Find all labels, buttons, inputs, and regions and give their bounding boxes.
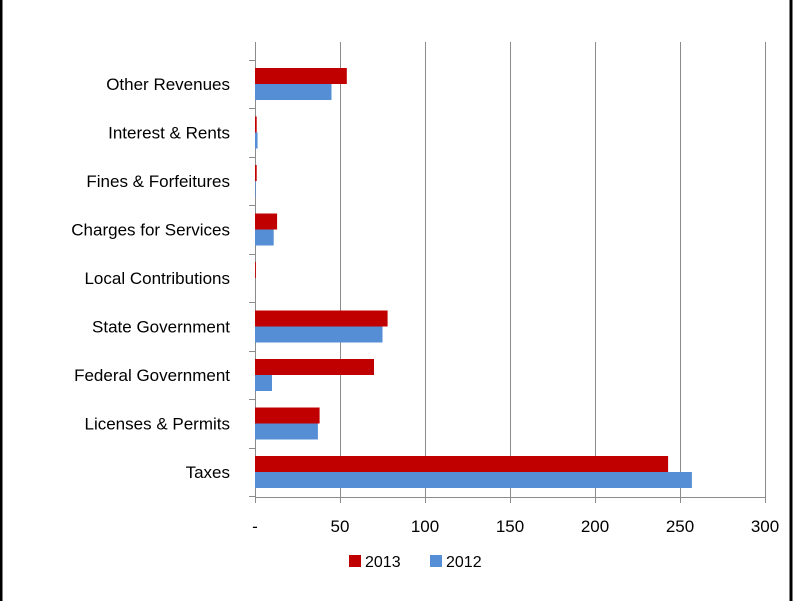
bar-2013-fines-forfeitures [255, 165, 257, 181]
category-label: Federal Government [74, 366, 230, 385]
category-label: Interest & Rents [108, 124, 230, 143]
legend-label-2013: 2013 [365, 554, 401, 571]
bar-2012-federal-government [255, 375, 272, 391]
bar-2012-other-revenues [255, 84, 332, 100]
bar-2013-local-contributions [255, 262, 256, 278]
bar-2012-licenses-permits [255, 423, 318, 440]
x-tick-labels: - 50 100 150 200 250 300 [252, 517, 779, 536]
bar-2012-charges-for-services [255, 229, 274, 246]
category-label: Licenses & Permits [85, 415, 231, 434]
bar-2012-taxes [255, 472, 692, 488]
x-tick-label: 50 [331, 517, 350, 536]
x-tick-label: - [252, 517, 258, 536]
category-label: State Government [92, 318, 230, 337]
grid-lines [249, 42, 766, 503]
category-label: Taxes [186, 463, 230, 482]
bars [255, 68, 692, 488]
legend: 2013 2012 [349, 554, 482, 571]
x-tick-label: 250 [666, 517, 694, 536]
bar-2013-taxes [255, 456, 669, 472]
bar-2013-other-revenues [255, 68, 347, 84]
legend-label-2012: 2012 [446, 554, 482, 571]
x-tick-label: 100 [411, 517, 439, 536]
category-labels: Taxes Licenses & Permits Federal Governmen… [71, 75, 230, 482]
bar-2012-interest-rents [255, 132, 258, 149]
x-tick-label: 300 [751, 517, 779, 536]
bar-2012-state-government [255, 326, 383, 343]
legend-swatch-2012 [430, 555, 442, 567]
category-label: Other Revenues [106, 75, 230, 94]
bar-2013-state-government [255, 310, 388, 327]
legend-swatch-2013 [349, 555, 361, 567]
category-label: Local Contributions [84, 269, 230, 288]
bar-2013-charges-for-services [255, 213, 278, 230]
category-label: Charges for Services [71, 221, 230, 240]
category-label: Fines & Forfeitures [86, 172, 230, 191]
bar-2013-licenses-permits [255, 407, 320, 424]
x-tick-label: 200 [581, 517, 609, 536]
bar-2012-fines-forfeitures [255, 181, 256, 197]
x-tick-label: 150 [496, 517, 524, 536]
bar-2013-federal-government [255, 359, 374, 375]
bar-2013-interest-rents [255, 116, 257, 133]
